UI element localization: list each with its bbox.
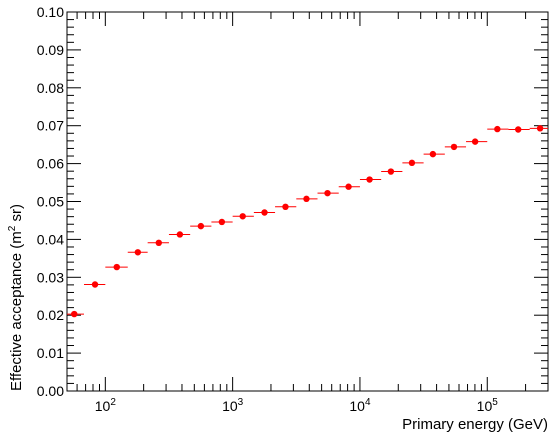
y-axis-title-tail: sr) bbox=[8, 204, 25, 226]
data-marker bbox=[471, 138, 479, 145]
data-point bbox=[275, 203, 297, 211]
data-marker bbox=[429, 150, 437, 158]
data-point bbox=[147, 239, 169, 247]
data-marker bbox=[155, 239, 162, 247]
data-point bbox=[296, 195, 318, 203]
y-tick-label: 0.04 bbox=[37, 231, 64, 247]
data-point bbox=[232, 213, 254, 220]
y-tick-label: 0.07 bbox=[37, 118, 64, 134]
data-point bbox=[211, 218, 233, 226]
data-marker bbox=[494, 125, 501, 133]
data-marker bbox=[366, 176, 373, 183]
data-point bbox=[105, 263, 128, 271]
y-tick-label: 0.00 bbox=[37, 383, 64, 399]
y-tick-label: 0.10 bbox=[37, 4, 64, 20]
y-tick-label: 0.03 bbox=[37, 269, 64, 285]
data-point bbox=[487, 125, 509, 133]
data-marker bbox=[303, 195, 310, 203]
data-marker bbox=[408, 159, 416, 167]
data-marker bbox=[514, 126, 522, 133]
data-point bbox=[402, 159, 424, 167]
y-tick-label: 0.01 bbox=[37, 345, 64, 361]
x-tick-label: 103 bbox=[222, 397, 244, 414]
data-marker bbox=[324, 189, 331, 197]
data-point bbox=[508, 126, 530, 133]
data-point bbox=[168, 231, 191, 238]
axis-ticks bbox=[66, 11, 549, 392]
x-tick-labels: 102 103 104 105 bbox=[95, 397, 499, 414]
data-point bbox=[381, 168, 403, 175]
data-marker bbox=[450, 143, 458, 151]
data-point bbox=[84, 281, 106, 288]
y-tick-label: 0.05 bbox=[37, 194, 64, 210]
x-tick-label: 105 bbox=[477, 397, 499, 414]
x-axis-title: Primary energy (GeV) bbox=[402, 416, 548, 433]
data-marker bbox=[218, 218, 226, 226]
data-point bbox=[338, 183, 360, 190]
data-point bbox=[190, 222, 212, 230]
data-point bbox=[317, 189, 339, 197]
data-point bbox=[466, 138, 488, 145]
data-marker bbox=[345, 183, 352, 190]
data-marker bbox=[239, 213, 246, 220]
data-marker bbox=[387, 168, 395, 175]
x-tick-label: 104 bbox=[349, 397, 371, 414]
data-marker bbox=[536, 125, 544, 132]
data-point bbox=[127, 249, 148, 256]
y-axis-title-main: Effective acceptance (m bbox=[8, 231, 25, 391]
y-tick-label: 0.09 bbox=[37, 42, 64, 58]
data-marker bbox=[282, 203, 289, 211]
data-marker bbox=[261, 209, 268, 216]
data-marker bbox=[134, 249, 142, 256]
data-point bbox=[529, 125, 548, 132]
data-point bbox=[359, 176, 382, 183]
data-marker bbox=[176, 231, 184, 238]
data-point bbox=[423, 150, 445, 158]
y-axis-title-sup: 2 bbox=[7, 225, 18, 231]
data-marker bbox=[197, 222, 205, 230]
data-point bbox=[444, 143, 467, 151]
x-tick-label: 102 bbox=[95, 397, 117, 414]
y-axis-title: Effective acceptance (m2 sr) bbox=[7, 204, 25, 391]
data-marker bbox=[113, 263, 120, 271]
y-tick-label: 0.08 bbox=[37, 80, 64, 96]
y-tick-labels: 0.00 0.01 0.02 0.03 0.04 0.05 0.06 0.07 0.08 0.09… bbox=[37, 4, 64, 399]
data-points bbox=[67, 125, 548, 318]
data-marker bbox=[91, 281, 99, 288]
y-tick-label: 0.02 bbox=[37, 307, 64, 323]
data-point bbox=[67, 310, 85, 318]
y-tick-label: 0.06 bbox=[37, 156, 64, 172]
data-marker bbox=[71, 310, 78, 318]
data-point bbox=[253, 209, 276, 216]
